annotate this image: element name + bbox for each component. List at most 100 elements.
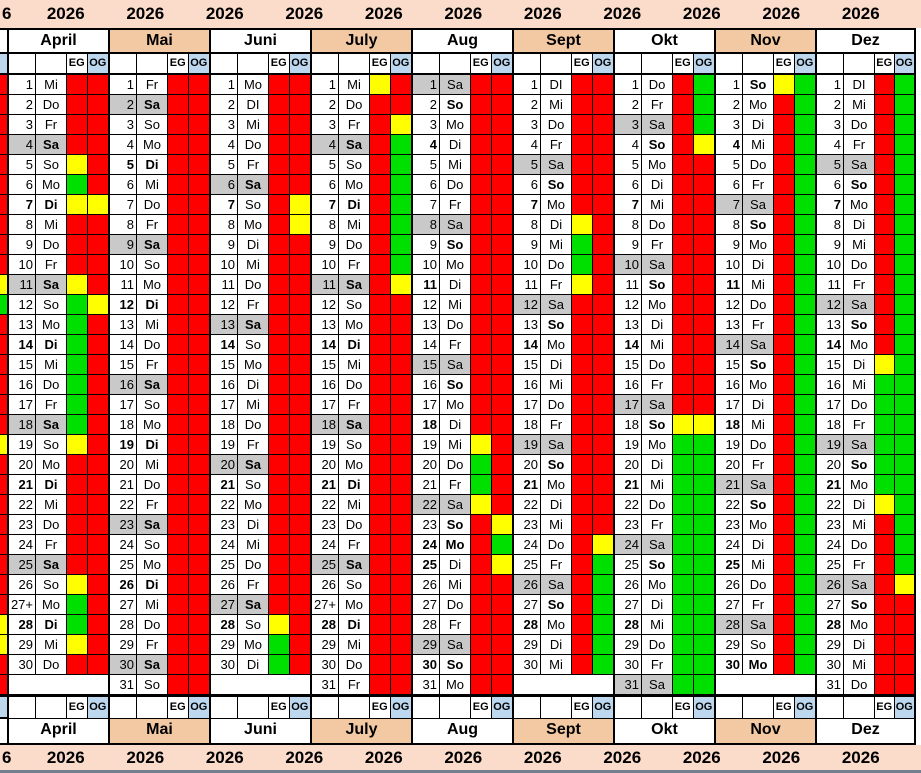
day-weekday: So [36, 575, 67, 595]
day-number: 29 [514, 635, 541, 655]
day-row-aug-1: 1 Sa [413, 75, 512, 95]
eg-availability-cell [572, 275, 593, 295]
day-weekday: So [642, 415, 673, 435]
day-weekday: So [137, 535, 168, 555]
floor-header-og: OG [87, 697, 108, 718]
eg-availability-cell [370, 455, 391, 475]
eg-availability-cell [67, 595, 88, 615]
day-row-april-4: 4 Sa [9, 135, 108, 155]
day-number: 29 [110, 635, 137, 655]
day-number: 3 [312, 115, 339, 135]
day-weekday: Mo [137, 415, 168, 435]
day-number: 27 [413, 595, 440, 615]
day-number: 12 [817, 295, 844, 315]
og-availability-cell [894, 435, 914, 455]
day-number: 8 [9, 215, 36, 235]
day-number: 24 [413, 535, 440, 555]
day-number: 30 [110, 655, 137, 675]
day-number: 13 [817, 315, 844, 335]
og-availability-cell [188, 495, 209, 515]
day-weekday: Di [339, 195, 370, 215]
day-row-okt-13: 13 Di [615, 315, 714, 335]
og-availability-cell [289, 215, 310, 235]
day-row-april-23: 23 Do [9, 515, 108, 535]
day-row-juni-12: 12 Fr [211, 295, 310, 315]
day-number: 18 [312, 415, 339, 435]
eg-availability-cell [572, 455, 593, 475]
day-weekday: Mo [238, 75, 269, 95]
eg-availability-cell [774, 195, 795, 215]
day-number: 15 [615, 355, 642, 375]
day-weekday: Fr [844, 275, 875, 295]
day-number: 25 [514, 555, 541, 575]
og-availability-cell [390, 515, 411, 535]
eg-availability-cell [471, 495, 492, 515]
day-number: 23 [716, 515, 743, 535]
og-availability-cell [87, 515, 108, 535]
eg-availability-cell [67, 95, 88, 115]
day-row-april-29: 29 Mi [9, 635, 108, 655]
day-weekday: Do [339, 235, 370, 255]
eg-availability-cell [774, 475, 795, 495]
day-number: 28 [110, 615, 137, 635]
day-row-okt-29: 29 Do [615, 635, 714, 655]
floor-header-row-nov: EG OG [716, 54, 815, 75]
og-availability-cell [87, 435, 108, 455]
day-number: 7 [413, 195, 440, 215]
og-availability-cell [188, 135, 209, 155]
og-availability-cell [491, 435, 512, 455]
og-availability-cell [491, 675, 512, 695]
cropped-og-cell [0, 435, 7, 455]
day-row-okt-15: 15 Do [615, 355, 714, 375]
eg-availability-cell [774, 455, 795, 475]
day-weekday: Sa [743, 335, 774, 355]
day-number: 2 [817, 95, 844, 115]
day-weekday: Do [238, 555, 269, 575]
cropped-og-cell [0, 155, 7, 175]
og-availability-cell [87, 215, 108, 235]
eg-availability-cell [370, 355, 391, 375]
eg-availability-cell [370, 635, 391, 655]
eg-availability-cell [774, 435, 795, 455]
day-weekday: Mo [440, 115, 471, 135]
day-number: 28 [312, 615, 339, 635]
eg-availability-cell [269, 155, 290, 175]
day-weekday: Sa [238, 315, 269, 335]
eg-availability-cell [269, 215, 290, 235]
floor-header-eg: EG [370, 697, 391, 718]
day-row-april-6: 6 Mo [9, 175, 108, 195]
day-row-april-7: 7 Di [9, 195, 108, 215]
day-number: 8 [817, 215, 844, 235]
eg-availability-cell [673, 615, 694, 635]
og-availability-cell [188, 415, 209, 435]
day-weekday: Do [339, 655, 370, 675]
og-availability-cell [390, 335, 411, 355]
og-availability-cell [693, 575, 714, 595]
floor-header-og: OG [87, 54, 108, 73]
eg-availability-cell [875, 615, 895, 635]
og-availability-cell [87, 495, 108, 515]
eg-availability-cell [471, 315, 492, 335]
day-weekday: Fr [642, 375, 673, 395]
day-row-july-30: 30 Do [312, 655, 411, 675]
day-row-mai-18: 18 Mo [110, 415, 209, 435]
day-weekday: Fr [440, 615, 471, 635]
og-availability-cell [693, 215, 714, 235]
og-availability-cell [390, 175, 411, 195]
cropped-og-cell [0, 215, 7, 235]
day-row-april-10: 10 Fr [9, 255, 108, 275]
day-weekday: Fr [137, 495, 168, 515]
og-availability-cell [289, 415, 310, 435]
eg-availability-cell [673, 415, 694, 435]
day-row-okt-19: 19 Mo [615, 435, 714, 455]
day-weekday: Mi [137, 315, 168, 335]
eg-availability-cell [269, 255, 290, 275]
day-row-aug-5: 5 Mi [413, 155, 512, 175]
eg-availability-cell [471, 115, 492, 135]
eg-availability-cell [572, 635, 593, 655]
eg-availability-cell [168, 275, 189, 295]
day-row-sept-26: 26 Sa [514, 575, 613, 595]
day-number: 2 [9, 95, 36, 115]
og-availability-cell [87, 615, 108, 635]
day-number: 12 [9, 295, 36, 315]
